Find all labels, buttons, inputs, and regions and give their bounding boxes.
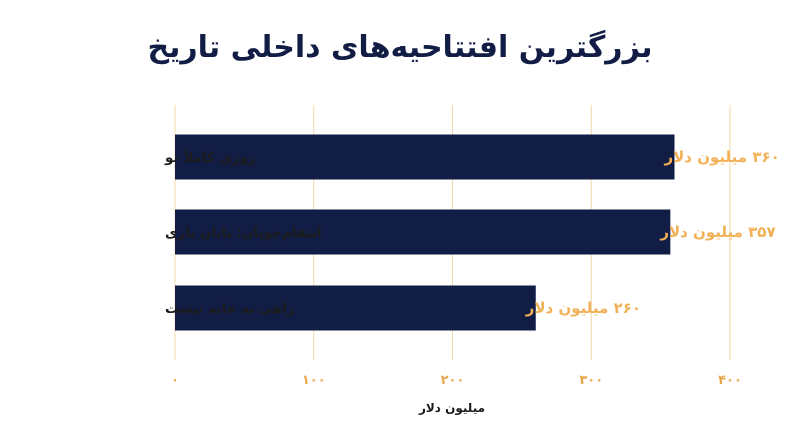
- bar-value-label: ۳۶۰ میلیون دلار: [664, 148, 780, 166]
- x-tick-label: ۳۰۰: [579, 373, 603, 388]
- x-tick-label: ۲۰۰: [441, 373, 465, 388]
- x-tick-label: ۰: [171, 373, 179, 388]
- bar: [175, 285, 536, 331]
- bar-value-label: ۲۶۰ میلیون دلار: [525, 299, 641, 317]
- category-label: روزی کاملاً نو: [164, 148, 256, 166]
- x-tick-label: ۴۰۰: [718, 373, 742, 388]
- chart-title: بزرگترین افتتاحیه‌های داخلی تاریخ: [147, 30, 653, 65]
- bar: [175, 134, 675, 180]
- x-axis-label: میلیون دلار: [418, 401, 485, 416]
- bar: [175, 209, 671, 255]
- bar-value-label: ۳۵۷ میلیون دلار: [659, 223, 775, 241]
- bars: [175, 134, 675, 331]
- category-label: انتقام‌جویان: پایان بازی: [165, 225, 322, 241]
- labels: ۰ ۱۰۰ ۲۰۰ ۳۰۰ ۴۰۰ ۳۶۰ میلیون دلار روزی کاملاً …: [164, 148, 780, 388]
- x-tick-label: ۱۰۰: [302, 373, 326, 388]
- category-label: راهی به خانه نیست: [165, 301, 294, 317]
